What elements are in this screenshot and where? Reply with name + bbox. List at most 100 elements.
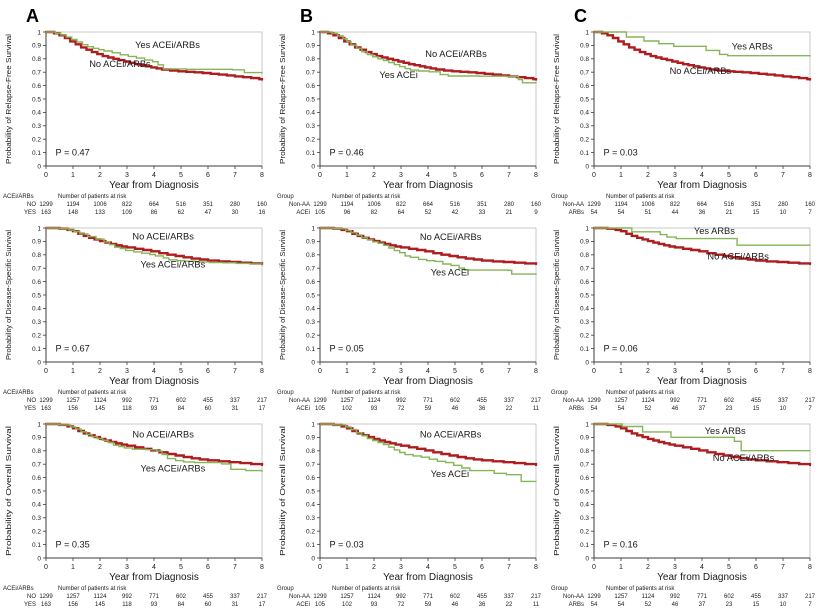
risk-count: 664 — [697, 202, 708, 208]
y-tick-label: 0.6 — [32, 279, 41, 286]
y-tick-label: 0 — [37, 163, 41, 170]
risk-count: 160 — [531, 202, 542, 208]
y-tick-label: 0.8 — [306, 252, 315, 259]
y-tick-label: 0.9 — [32, 239, 41, 246]
x-tick-label: 5 — [179, 368, 183, 375]
y-axis-title: Probability of Overall Survival — [4, 426, 13, 556]
y-axis: 0 0.1 0.2 0.3 0.4 0.5 0.6 0.7 0.8 0.9 1 — [580, 421, 595, 562]
x-tick-label: 1 — [345, 564, 349, 571]
risk-count: 771 — [697, 398, 708, 404]
plot-frame — [319, 227, 537, 363]
y-tick-label: 1 — [37, 225, 41, 232]
x-tick-label: 5 — [179, 564, 183, 571]
risk-count: 31 — [232, 602, 239, 608]
y-tick-label: 0.2 — [580, 333, 589, 340]
y-tick-label: 0.2 — [306, 333, 315, 340]
y-tick-label: 0.6 — [32, 83, 41, 90]
x-tick-label: 3 — [125, 172, 129, 179]
x-tick-label: 3 — [125, 368, 129, 375]
risk-count: 1194 — [615, 202, 629, 208]
risk-count: 22 — [506, 406, 513, 412]
x-tick-label: 2 — [646, 172, 650, 179]
x-tick-label: 0 — [44, 172, 48, 179]
y-tick-label: 0.1 — [306, 150, 315, 157]
x-tick-label: 6 — [754, 564, 758, 571]
x-tick-label: 1 — [619, 368, 623, 375]
risk-count: 163 — [41, 406, 52, 412]
risk-count: 516 — [724, 202, 735, 208]
risk-table-group-header: Group — [277, 390, 294, 396]
risk-count: 54 — [618, 406, 625, 412]
risk-table: Group Number of patients at risk Non-AA 129… — [277, 586, 542, 608]
x-axis: 0 1 2 3 4 5 6 7 8 — [592, 557, 812, 571]
risk-count: 30 — [232, 210, 239, 216]
y-tick-label: 0.6 — [580, 475, 589, 482]
risk-count: 145 — [95, 602, 106, 608]
risk-count: 23 — [726, 602, 733, 608]
x-tick-label: 8 — [808, 564, 812, 571]
panel-column-A: A 0 0.1 0.2 0.3 0.4 0.5 0.6 0.7 0.8 0.9 1 0 1 2 3 4 5 6 7 8 P… — [0, 2, 274, 614]
risk-count: 7 — [808, 210, 812, 216]
y-tick-label: 0.9 — [32, 435, 41, 442]
x-tick-label: 1 — [71, 368, 75, 375]
risk-count: 602 — [176, 594, 187, 600]
risk-count: 822 — [670, 202, 681, 208]
x-axis: 0 1 2 3 4 5 6 7 8 — [592, 361, 812, 375]
risk-count: 455 — [477, 594, 488, 600]
x-axis-title: Year from Diagnosis — [109, 572, 199, 583]
x-tick-label: 2 — [98, 172, 102, 179]
risk-count: 351 — [203, 202, 214, 208]
risk-row-label: NO — [27, 594, 36, 600]
y-tick-label: 0.5 — [32, 96, 41, 103]
risk-count: 992 — [122, 398, 133, 404]
x-tick-label: 2 — [372, 368, 376, 375]
risk-count: 46 — [672, 602, 679, 608]
y-tick-label: 0.5 — [32, 292, 41, 299]
y-tick-label: 0.8 — [306, 56, 315, 63]
x-tick-label: 3 — [673, 564, 677, 571]
curve-yes-acei-arbs — [45, 31, 263, 74]
risk-count: 1257 — [66, 594, 80, 600]
curve-label: No ACEi/ARBs — [713, 453, 775, 463]
y-tick-label: 0.1 — [580, 150, 589, 157]
risk-count: 109 — [122, 210, 133, 216]
risk-count: 351 — [751, 202, 762, 208]
risk-count: 60 — [205, 406, 212, 412]
x-tick-label: 4 — [426, 368, 430, 375]
panel-letter-A: A — [26, 6, 39, 26]
x-tick-label: 7 — [233, 564, 237, 571]
survival-curves — [592, 30, 812, 81]
risk-row-label: Non-AA — [563, 202, 584, 208]
plot-frame — [319, 423, 537, 559]
y-tick-label: 0.7 — [580, 266, 589, 273]
x-tick-label: 2 — [646, 368, 650, 375]
risk-count: 822 — [396, 202, 407, 208]
y-tick-label: 0.2 — [306, 137, 315, 144]
risk-count: 148 — [68, 210, 79, 216]
risk-count: 337 — [504, 398, 515, 404]
risk-count: 102 — [342, 406, 353, 412]
y-tick-label: 0 — [585, 555, 589, 562]
risk-count: 96 — [344, 210, 351, 216]
risk-count: 1194 — [67, 202, 81, 208]
risk-count: 10 — [780, 602, 787, 608]
x-tick-label: 2 — [98, 368, 102, 375]
y-tick-label: 0.6 — [32, 475, 41, 482]
x-tick-label: 8 — [808, 368, 812, 375]
risk-count: 15 — [753, 406, 760, 412]
risk-table-group-header: ACEi/ARBs — [3, 390, 34, 396]
risk-count: 10 — [780, 210, 787, 216]
y-axis: 0 0.1 0.2 0.3 0.4 0.5 0.6 0.7 0.8 0.9 1 — [306, 29, 321, 170]
x-tick-label: 0 — [318, 564, 322, 571]
y-tick-label: 0.2 — [32, 529, 41, 536]
risk-row-label: Non-AA — [289, 594, 310, 600]
km-plot-A-2: 0 0.1 0.2 0.3 0.4 0.5 0.6 0.7 0.8 0.9 1 0 1 2 3 4 5 6 7 8 Pr… — [3, 421, 268, 608]
y-tick-label: 0 — [311, 555, 315, 562]
y-axis-title: Probability of Relapse-Free Survival — [4, 34, 13, 164]
curve-label: No ACEi/ARBs — [425, 49, 487, 59]
y-axis-title: Probability of Relapse-Free Survival — [552, 34, 561, 164]
x-tick-label: 6 — [206, 172, 210, 179]
panel-letter-C: C — [574, 6, 587, 26]
risk-table: ACEi/ARBs Number of patients at risk NO 129… — [3, 390, 268, 412]
risk-count: 156 — [68, 406, 79, 412]
